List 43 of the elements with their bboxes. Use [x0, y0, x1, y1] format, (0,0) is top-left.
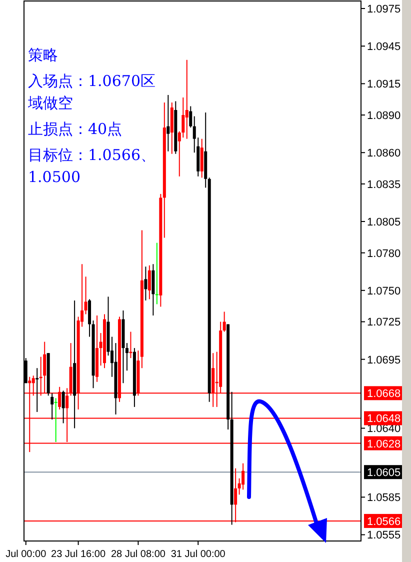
annotation: 止损点：40点	[28, 120, 122, 138]
y-tick-label: 1.0725	[367, 316, 401, 329]
candlestick	[36, 368, 39, 412]
candlestick	[125, 342, 128, 372]
ref-line-label: 1.0628	[367, 438, 401, 450]
annotation: 目标位：1.0566、1.0500	[28, 146, 156, 186]
candlestick	[242, 462, 245, 490]
candlestick	[200, 138, 204, 178]
candlestick	[148, 264, 151, 300]
x-tick-label: 31 Jul 00:00	[170, 549, 226, 560]
candlestick	[152, 264, 155, 316]
y-tick-label: 1.0835	[367, 178, 401, 191]
candlestick	[84, 276, 88, 315]
candlestick	[222, 311, 226, 332]
candlestick	[50, 392, 54, 420]
candlestick	[155, 242, 158, 305]
x-tick-label: Jul 00:00	[6, 549, 47, 560]
candlestick	[88, 298, 92, 338]
annotation: 入场点：1.0670区域做空	[27, 72, 156, 112]
y-tick-label: 1.0750	[367, 285, 401, 298]
y-tick-label: 1.0860	[367, 148, 401, 160]
y-tick-label: 1.0780	[367, 248, 401, 260]
candlestick	[166, 94, 170, 152]
candlestick	[185, 59, 188, 140]
x-tick-label: 28 Jul 08:00	[110, 549, 166, 560]
y-tick-label: 1.0945	[367, 41, 401, 54]
annotation: 策略	[28, 46, 58, 64]
y-tick-label: 1.0890	[367, 110, 401, 122]
candlestick	[189, 106, 192, 128]
x-tick-label: 23 Jul 16:00	[51, 549, 106, 560]
candlestick	[62, 390, 65, 424]
ref-line-label: 1.0566	[367, 516, 401, 528]
candlestick	[144, 266, 148, 301]
ref-line-label: 1.0605	[367, 467, 401, 480]
candlestick	[54, 398, 58, 443]
ref-line-label: 1.0668	[367, 388, 401, 400]
y-tick-label: 1.0585	[367, 492, 401, 504]
y-tick-label: 1.0555	[367, 530, 401, 542]
y-tick-label: 1.0915	[367, 78, 401, 91]
y-tick-label: 1.0695	[367, 354, 401, 366]
y-tick-label: 1.0805	[367, 216, 401, 229]
ref-line-label: 1.0648	[367, 413, 401, 426]
y-tick-label: 1.0975	[367, 4, 401, 16]
